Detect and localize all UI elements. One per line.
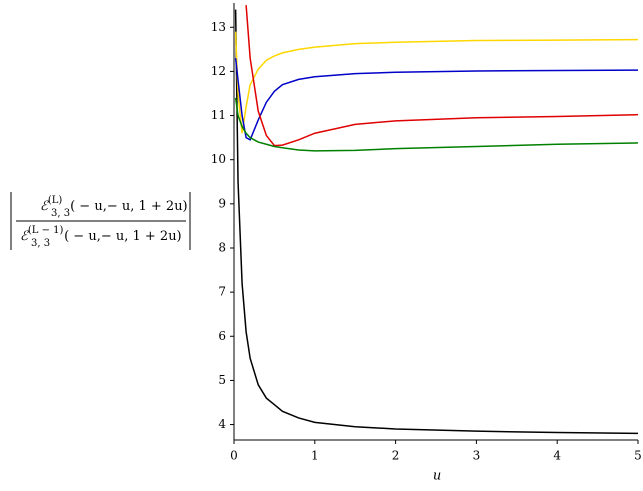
y-tick-label: 6 [218, 329, 226, 343]
sub: 3, 3 [51, 208, 70, 219]
sup: (L) [48, 195, 63, 206]
x-tick-label: 2 [392, 449, 400, 463]
y-tick-label: 8 [218, 240, 226, 254]
series-line [245, 5, 638, 147]
y-tick-label: 7 [218, 285, 226, 299]
series-line [234, 31, 638, 134]
series-line [234, 58, 638, 141]
x-tick-label: 0 [230, 449, 238, 463]
args: ( − u,− u, 1 + 2u) [70, 199, 188, 214]
x-tick-label: 4 [553, 449, 561, 463]
x-tick-label: 3 [473, 449, 481, 463]
symbol: ℰ [20, 229, 29, 244]
sub: 3, 3 [31, 238, 50, 249]
symbol: ℰ [40, 199, 49, 214]
y-tick-label: 9 [218, 196, 226, 210]
y-tick-label: 10 [211, 152, 226, 166]
y-axis-label: ℰ(L) 3, 3( − u,− u, 1 + 2u) ℰ(L − 1) 3, 3(… [10, 192, 191, 250]
y-tick-label: 5 [218, 373, 226, 387]
x-tick-label: 5 [634, 449, 642, 463]
numerator: ℰ(L) 3, 3( − u,− u, 1 + 2u) [40, 195, 188, 219]
series-line [234, 9, 638, 435]
y-tick-label: 13 [211, 20, 226, 34]
x-tick-label: 1 [311, 449, 319, 463]
y-tick-label: 4 [218, 417, 226, 431]
args: ( − u,− u, 1 + 2u) [64, 229, 182, 244]
series-line [234, 97, 638, 152]
y-tick-label: 12 [211, 64, 226, 78]
sup: (L − 1) [28, 225, 64, 236]
denominator: ℰ(L − 1) 3, 3 ( − u,− u, 1 + 2u) [20, 225, 182, 249]
y-tick-label: 11 [211, 108, 226, 122]
x-axis-label: u [433, 469, 441, 484]
